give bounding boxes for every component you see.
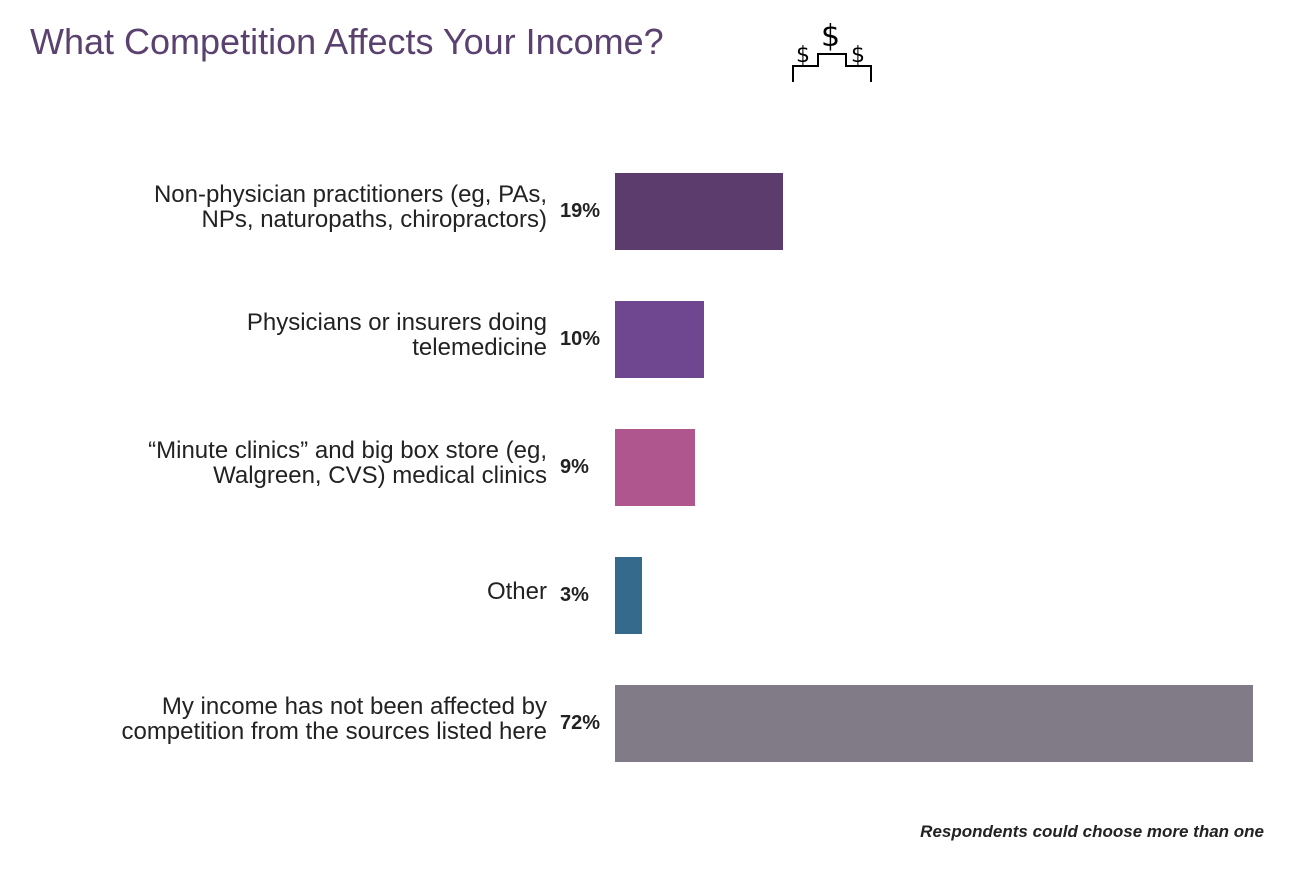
footnote: Respondents could choose more than one: [920, 822, 1264, 841]
category-label: Physicians or insurers doing telemedicin…: [246, 309, 547, 361]
data-label: 3%: [560, 584, 589, 606]
svg-text:$: $: [796, 43, 810, 68]
data-label: 19%: [560, 200, 601, 222]
bar: [615, 173, 784, 250]
data-label: 72%: [560, 712, 601, 734]
bar: [615, 301, 704, 378]
dollar-podium-icon: $ $ $: [792, 19, 872, 82]
svg-text:$: $: [821, 19, 840, 54]
category-label: My income has not been affected by compe…: [121, 693, 547, 745]
category-label: “Minute clinics” and big box store (eg, …: [148, 437, 547, 489]
data-label: 10%: [560, 328, 601, 350]
chart-title: What Competition Affects Your Income?: [30, 21, 664, 62]
data-label: 9%: [560, 456, 589, 478]
svg-text:$: $: [851, 43, 865, 68]
category-label: Non-physician practitioners (eg, PAs, NP…: [153, 181, 547, 233]
bar: [615, 557, 642, 634]
category-label: Other: [486, 577, 547, 605]
bar: [615, 429, 695, 506]
bar: [615, 685, 1253, 762]
